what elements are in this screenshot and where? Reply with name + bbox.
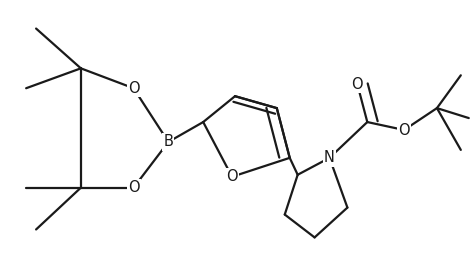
Text: O: O [128, 81, 139, 96]
Text: N: N [323, 150, 334, 165]
Text: O: O [397, 122, 409, 138]
Text: O: O [128, 180, 139, 195]
Text: O: O [226, 169, 238, 184]
Text: O: O [351, 77, 362, 92]
Text: B: B [163, 134, 173, 150]
